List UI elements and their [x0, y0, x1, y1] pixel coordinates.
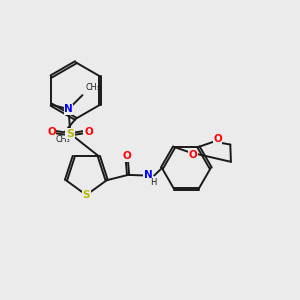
Text: O: O	[122, 152, 131, 161]
Text: O: O	[47, 127, 56, 137]
Text: H: H	[150, 178, 156, 187]
Text: O: O	[189, 150, 197, 160]
Text: O: O	[84, 127, 93, 137]
Text: N: N	[64, 104, 73, 114]
Text: O: O	[213, 134, 222, 144]
Text: CH₃: CH₃	[85, 83, 100, 92]
Text: S: S	[82, 190, 90, 200]
Text: N: N	[144, 170, 153, 181]
Text: CH₃: CH₃	[56, 135, 70, 144]
Text: S: S	[66, 128, 74, 139]
